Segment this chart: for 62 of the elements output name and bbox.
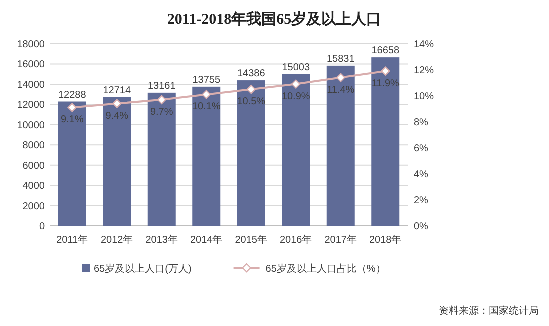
y-tick-label: 2000 — [22, 201, 46, 212]
x-tick-label: 2017年 — [324, 234, 357, 246]
bar — [103, 97, 132, 226]
point — [292, 80, 301, 89]
legend-label: 65岁及以上人口占比（%） — [266, 263, 386, 275]
y2-tick-label: 4% — [414, 170, 429, 180]
x-tick-label: 2011年 — [56, 234, 88, 246]
data-label: 10.9% — [282, 91, 310, 102]
point — [68, 103, 77, 112]
y-tick-label: 16000 — [17, 60, 46, 71]
y-tick-label: 10000 — [17, 120, 46, 132]
data-label: 14386 — [237, 68, 266, 80]
data-label: 16658 — [372, 46, 400, 57]
data-label: 10.5% — [237, 96, 266, 108]
y-tick-label: 0 — [39, 222, 46, 232]
point — [202, 90, 212, 100]
y-tick-label: 6000 — [22, 160, 46, 172]
bar — [237, 80, 266, 226]
chart-title: 2011-2018年我国65岁及以上人口 — [167, 11, 382, 28]
data-label: 15831 — [326, 54, 356, 65]
x-tick-label: 2013年 — [146, 234, 178, 246]
y2-tick-label: 10% — [414, 92, 434, 102]
bar — [326, 66, 355, 226]
data-label: 15003 — [282, 62, 310, 74]
y-tick-label: 8000 — [22, 140, 46, 152]
y-tick-label: 14000 — [17, 80, 46, 91]
y-tick-label: 18000 — [17, 40, 46, 50]
bar — [58, 102, 86, 226]
text: 资料来源：国家统计局 — [439, 305, 539, 317]
y-tick-label: 12000 — [17, 100, 46, 112]
x-tick-label: 2015年 — [235, 234, 268, 246]
legend-label: 65岁及以上人口(万人) — [94, 263, 192, 275]
point — [112, 99, 122, 108]
data-label: 9.4% — [106, 110, 129, 122]
data-label: 11.9% — [372, 78, 400, 90]
y2-tick-label: 2% — [414, 196, 429, 206]
data-label: 11.4% — [327, 84, 355, 96]
data-label: 9.1% — [60, 114, 84, 126]
point — [381, 66, 390, 76]
data-label: 9.7% — [150, 106, 174, 118]
x-tick-label: 2012年 — [101, 234, 134, 246]
point — [336, 73, 346, 82]
bar — [148, 92, 176, 226]
data-label: 12288 — [58, 90, 87, 101]
y2-tick-label: 6% — [414, 144, 429, 154]
data-label: 10.1% — [192, 102, 221, 113]
point — [157, 95, 166, 104]
x-tick-label: 2018年 — [370, 234, 402, 246]
x-tick-label: 2016年 — [280, 234, 312, 246]
y2-tick-label: 14% — [414, 40, 434, 50]
data-label: 13161 — [148, 80, 176, 92]
bar — [192, 86, 221, 226]
y2-tick-label: 0% — [414, 222, 429, 232]
y-tick-label: 4000 — [22, 181, 46, 192]
bar — [282, 74, 310, 226]
bar — [372, 58, 400, 226]
y2-tick-label: 12% — [414, 66, 434, 76]
data-label: 12714 — [103, 85, 132, 96]
x-tick-label: 2014年 — [190, 234, 223, 246]
point — [246, 84, 256, 94]
y2-tick-label: 8% — [414, 118, 429, 128]
data-label: 13755 — [192, 74, 221, 86]
